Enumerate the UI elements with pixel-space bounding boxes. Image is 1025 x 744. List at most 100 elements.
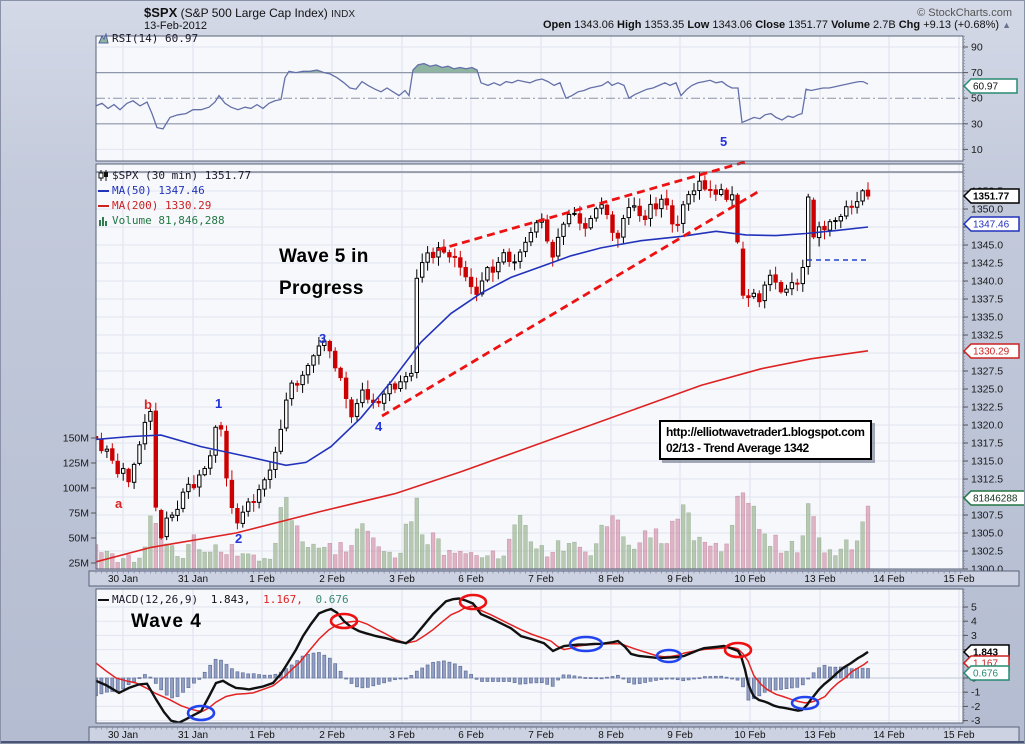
svg-text:1345.0: 1345.0	[971, 240, 1003, 252]
x-axis-label: 7 Feb	[528, 730, 554, 741]
svg-text:70: 70	[971, 67, 983, 79]
svg-text:-2: -2	[971, 701, 980, 713]
blue-crossover-ellipse	[790, 695, 820, 711]
svg-text:1307.5: 1307.5	[971, 510, 1003, 522]
x-axis-label: 8 Feb	[598, 730, 624, 741]
red-crossover-ellipse	[458, 593, 488, 611]
wave4-annotation: Wave 4	[131, 611, 202, 632]
trend-average-note: 02/13 - Trend Average 1342	[666, 441, 809, 455]
volume-legend-label: Volume 81,846,288	[112, 214, 225, 227]
candlesticks	[96, 172, 871, 541]
x-axis-label: 8 Feb	[598, 574, 624, 585]
svg-text:1340.0: 1340.0	[971, 276, 1003, 288]
quote-chg-label: Chg	[898, 19, 924, 31]
wave-label-1: 1	[215, 396, 222, 411]
x-axis-label: 7 Feb	[528, 574, 554, 585]
svg-text:25M: 25M	[69, 558, 89, 570]
svg-text:50: 50	[971, 93, 983, 105]
quote-chg-value: +9.13 (+0.68%)	[923, 19, 1003, 31]
x-axis-label: 3 Feb	[389, 574, 415, 585]
ma200-legend-label: MA(200) 1330.29	[112, 199, 212, 212]
wave-label-b: b	[144, 397, 152, 412]
svg-text:1317.5: 1317.5	[971, 438, 1003, 450]
blue-crossover-ellipse	[568, 635, 604, 653]
x-axis-label: 14 Feb	[873, 574, 905, 585]
red-crossover-ellipse	[723, 641, 753, 659]
svg-text:1320.0: 1320.0	[971, 420, 1003, 432]
svg-text:10: 10	[971, 144, 983, 156]
axis-marker-box	[962, 343, 1020, 359]
price-annotations: a b 1 2 3 4 5	[115, 134, 762, 546]
wave-label-a: a	[115, 496, 123, 511]
svg-text:1305.0: 1305.0	[971, 528, 1003, 540]
main-legend: $SPX (30 min) 1351.77 MA(50) 1347.46 MA(…	[98, 168, 251, 228]
svg-text:75M: 75M	[69, 508, 89, 520]
svg-text:0.676: 0.676	[973, 669, 998, 680]
macd-plot	[96, 597, 870, 723]
axis-marker-box	[962, 188, 1020, 204]
x-axis-label: 1 Feb	[249, 730, 275, 741]
bottom-border-bar	[1, 741, 1024, 743]
macd-legend-title: MACD(12,26,9)	[112, 593, 199, 606]
quote-line: Open 1343.06 High 1353.35 Low 1343.06 Cl…	[543, 19, 1011, 31]
axis-marker-box	[962, 490, 1024, 506]
svg-text:125M: 125M	[63, 458, 89, 470]
x-axis-label: 31 Jan	[178, 730, 208, 741]
quote-low-label: Low	[687, 19, 713, 31]
chart-header: $SPX (S&P 500 Large Cap Index) INDX	[144, 5, 355, 20]
quote-open-value: 1343.06	[574, 19, 617, 31]
copyright: © StockCharts.com	[917, 7, 1012, 19]
svg-text:1327.5: 1327.5	[971, 366, 1003, 378]
x-axis-label: 9 Feb	[667, 574, 693, 585]
x-axis-label: 15 Feb	[943, 730, 975, 741]
wave-label-4: 4	[375, 419, 383, 434]
svg-text:81846288: 81846288	[973, 494, 1018, 505]
blue-crossover-ellipse	[655, 648, 683, 664]
x-axis-label: 1 Feb	[249, 574, 275, 585]
macd-line	[96, 597, 869, 723]
trendline-lower	[381, 188, 762, 418]
x-axis-label: 2 Feb	[319, 574, 345, 585]
x-axis-label: 10 Feb	[734, 574, 766, 585]
rsi-legend-label: RSI(14) 60.97	[112, 32, 199, 45]
svg-text:50M: 50M	[69, 533, 89, 545]
svg-text:90: 90	[971, 42, 983, 54]
x-axis-label: 13 Feb	[804, 730, 836, 741]
histogram-value: 0.676	[315, 593, 349, 606]
wave-label-3: 3	[319, 331, 326, 346]
x-axis-strips: 30 Jan 31 Jan 1 Feb 2 Feb 3 Feb 6 Feb 7 Feb 8 F…	[88, 570, 1020, 743]
x-axis-label: 9 Feb	[667, 730, 693, 741]
svg-text:1302.5: 1302.5	[971, 546, 1003, 558]
main-plot	[96, 171, 963, 569]
rsi-indicator-icon	[98, 33, 109, 44]
svg-text:1.843: 1.843	[973, 648, 998, 659]
rsi-plot	[95, 62, 869, 130]
svg-text:1330.29: 1330.29	[973, 347, 1010, 358]
rsi-line	[95, 62, 869, 130]
svg-text:-1: -1	[971, 687, 980, 699]
rsi-legend: RSI(14) 60.97	[98, 31, 198, 46]
macd-legend: MACD(12,26,9) 1.843, 1.167, 0.676	[98, 592, 349, 607]
x-axis-label: 15 Feb	[943, 574, 975, 585]
candlestick-icon	[98, 170, 108, 181]
svg-text:30: 30	[971, 118, 983, 130]
symbol: $SPX	[144, 5, 178, 20]
quote-open-label: Open	[543, 19, 575, 31]
svg-text:1322.5: 1322.5	[971, 402, 1003, 414]
x-axis-label: 14 Feb	[873, 730, 905, 741]
x-axis-label: 3 Feb	[389, 730, 415, 741]
x-axis-label: 6 Feb	[458, 574, 484, 585]
blog-url: http://elliotwavetrader1.blogspot.com	[666, 425, 865, 439]
svg-text:1332.5: 1332.5	[971, 330, 1003, 342]
wave-label-5: 5	[720, 134, 727, 149]
gridlines	[96, 36, 963, 723]
svg-text:1312.5: 1312.5	[971, 474, 1003, 486]
blue-crossover-ellipse	[186, 704, 216, 722]
signal-value: 1.167,	[263, 593, 303, 606]
svg-text:1337.5: 1337.5	[971, 294, 1003, 306]
svg-text:150M: 150M	[63, 433, 89, 445]
svg-text:1335.0: 1335.0	[971, 312, 1003, 324]
symbol-title: (S&P 500 Large Cap Index)	[180, 6, 328, 20]
ma200-line-icon	[98, 205, 109, 207]
